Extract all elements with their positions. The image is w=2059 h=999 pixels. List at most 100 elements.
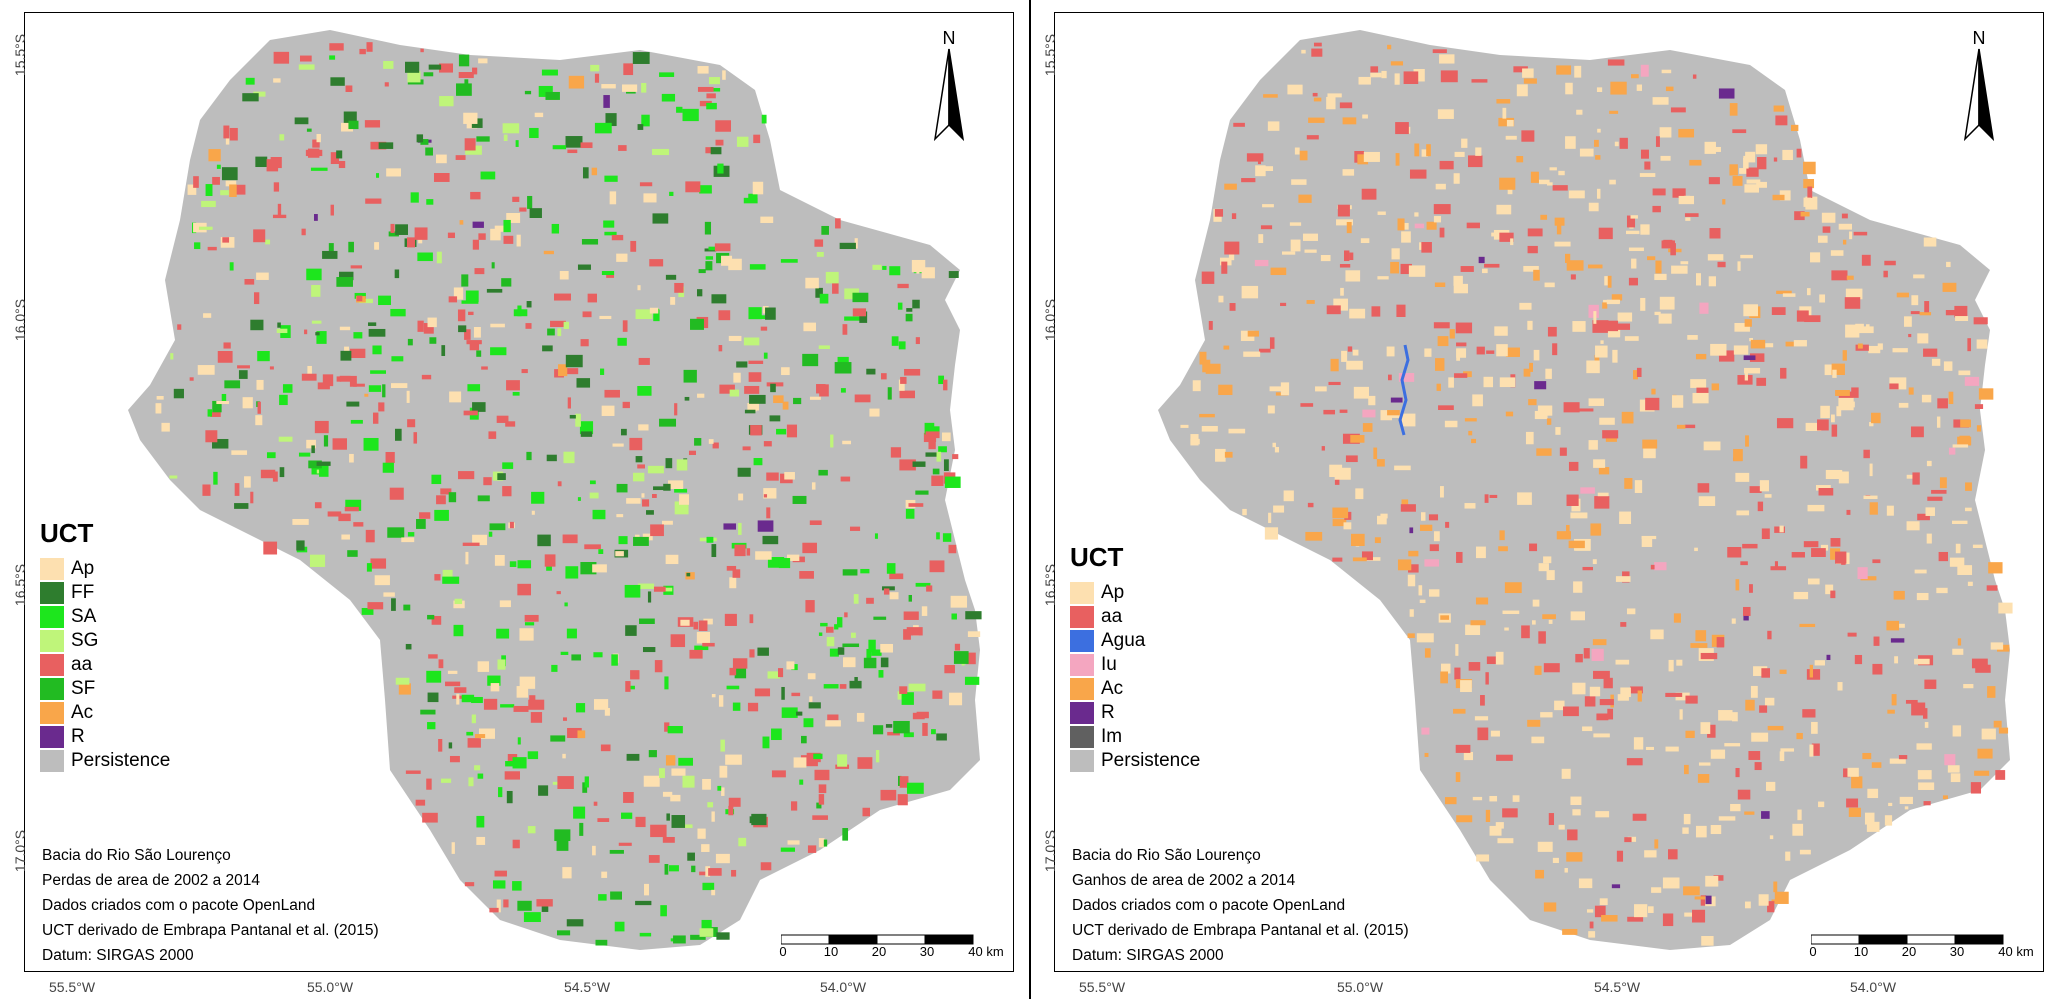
landcover-patch xyxy=(1525,431,1534,445)
landcover-patch xyxy=(1853,231,1868,236)
landcover-patch xyxy=(529,208,542,219)
landcover-patch xyxy=(1936,587,1948,594)
landcover-patch xyxy=(1683,886,1700,896)
landcover-patch xyxy=(468,311,474,316)
landcover-patch xyxy=(1651,887,1662,893)
landcover-patch xyxy=(1483,376,1494,388)
landcover-patch xyxy=(551,223,560,234)
landcover-patch xyxy=(1626,215,1636,228)
landcover-patch xyxy=(1987,686,1996,698)
landcover-patch xyxy=(1326,96,1336,110)
landcover-patch xyxy=(702,882,715,891)
landcover-patch xyxy=(1350,435,1365,443)
landcover-patch xyxy=(843,657,856,668)
landcover-patch xyxy=(639,932,652,937)
landcover-patch xyxy=(499,600,511,608)
landcover-patch xyxy=(708,868,722,876)
landcover-patch xyxy=(1698,762,1711,766)
landcover-patch xyxy=(201,200,216,208)
landcover-patch xyxy=(606,273,615,278)
landcover-patch xyxy=(1652,188,1666,196)
landcover-patch xyxy=(1370,66,1379,73)
landcover-patch xyxy=(1906,474,1917,479)
landcover-patch xyxy=(1453,283,1468,294)
landcover-patch xyxy=(1258,234,1264,244)
landcover-patch xyxy=(1390,397,1403,403)
landcover-patch xyxy=(1672,188,1686,198)
landcover-patch xyxy=(1537,841,1553,852)
landcover-patch xyxy=(1627,916,1644,922)
landcover-patch xyxy=(674,403,678,416)
landcover-patch xyxy=(1219,257,1232,266)
landcover-patch xyxy=(610,891,622,900)
landcover-patch xyxy=(256,272,269,280)
landcover-patch xyxy=(1796,310,1809,322)
landcover-patch xyxy=(818,784,827,794)
landcover-patch xyxy=(327,511,342,517)
landcover-patch xyxy=(1404,222,1409,230)
landcover-patch xyxy=(715,853,730,864)
landcover-patch xyxy=(1409,169,1427,179)
landcover-patch xyxy=(1845,288,1863,300)
landcover-patch xyxy=(852,308,867,317)
landcover-patch xyxy=(1455,772,1461,782)
landcover-patch xyxy=(654,660,663,673)
landcover-patch xyxy=(784,472,795,480)
landcover-patch xyxy=(760,862,772,871)
landcover-patch xyxy=(1420,512,1426,521)
landcover-patch xyxy=(1765,781,1776,791)
landcover-patch xyxy=(1749,584,1753,593)
landcover-patch xyxy=(808,702,821,709)
landcover-patch xyxy=(697,66,709,74)
landcover-patch xyxy=(1407,574,1416,587)
landcover-patch xyxy=(872,725,884,735)
landcover-patch xyxy=(644,883,649,896)
landcover-patch xyxy=(1437,336,1449,347)
landcover-patch xyxy=(767,557,785,568)
landcover-patch xyxy=(1694,896,1710,900)
landcover-patch xyxy=(707,802,714,808)
landcover-patch xyxy=(456,693,460,705)
landcover-patch xyxy=(273,182,280,192)
landcover-patch xyxy=(1617,323,1631,330)
landcover-patch xyxy=(1455,322,1473,334)
landcover-patch xyxy=(1695,630,1707,642)
landcover-patch xyxy=(698,620,708,632)
landcover-patch xyxy=(1838,471,1849,484)
landcover-patch xyxy=(550,320,566,327)
landcover-patch xyxy=(1743,304,1758,317)
note-line: Perdas de area de 2002 a 2014 xyxy=(42,872,261,889)
landcover-patch xyxy=(272,214,287,219)
landcover-patch xyxy=(490,683,500,692)
landcover-patch xyxy=(1346,360,1363,370)
landcover-patch xyxy=(458,325,467,333)
landcover-patch xyxy=(948,271,959,278)
scale-tick: 0 xyxy=(779,944,787,959)
landcover-patch xyxy=(366,42,373,52)
landcover-patch xyxy=(1257,158,1261,165)
landcover-patch xyxy=(1385,414,1402,418)
landcover-patch xyxy=(1745,435,1749,447)
landcover-patch xyxy=(449,755,460,763)
landcover-patch xyxy=(1370,72,1382,78)
landcover-patch xyxy=(410,192,419,203)
landcover-patch xyxy=(1642,439,1658,449)
landcover-patch xyxy=(885,724,893,728)
landcover-patch xyxy=(632,52,650,64)
landcover-patch xyxy=(1387,410,1400,416)
legend-label: Ac xyxy=(1101,678,1124,699)
landcover-patch xyxy=(383,61,394,69)
landcover-patch xyxy=(781,707,798,718)
landcover-patch xyxy=(202,484,211,496)
basin-map xyxy=(128,30,982,950)
landcover-patch xyxy=(1602,430,1619,439)
landcover-patch xyxy=(496,628,510,639)
landcover-patch xyxy=(563,321,570,329)
landcover-patch xyxy=(1595,345,1608,358)
landcover-patch xyxy=(618,536,628,545)
landcover-patch xyxy=(823,684,839,689)
landcover-patch xyxy=(1626,608,1636,615)
landcover-patch xyxy=(1208,320,1213,330)
landcover-patch xyxy=(229,262,234,271)
landcover-patch xyxy=(1272,442,1276,448)
